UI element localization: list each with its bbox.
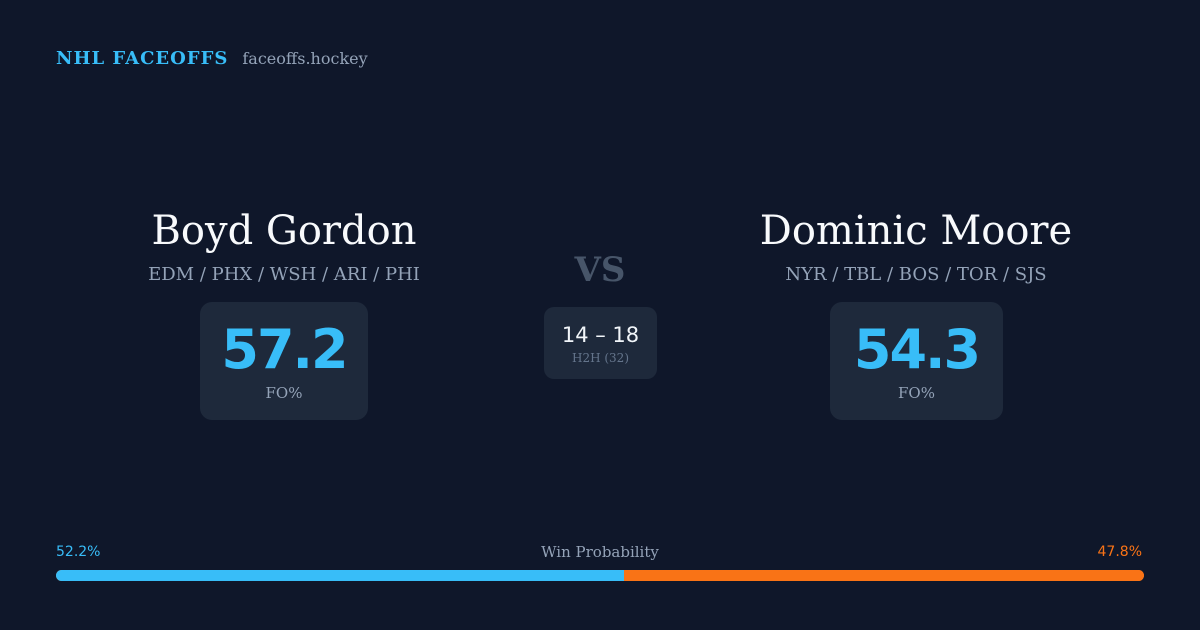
player-right-fo-value: 54.3 [853,318,981,381]
player-right-fo-label: FO% [898,384,935,402]
player-left-teams: EDM / PHX / WSH / ARI / PHI [148,264,420,285]
player-right-fo-card: 54.3 FO% [830,302,1003,420]
player-left: Boyd Gordon EDM / PHX / WSH / ARI / PHI [84,206,484,285]
player-right: Dominic Moore NYR / TBL / BOS / TOR / SJ… [716,206,1116,285]
brand-name: NHL FACEOFFS [56,48,229,69]
player-left-fo-label: FO% [265,384,303,402]
win-prob-bar-left-fill [56,570,624,581]
brand-domain: faceoffs.hockey [242,49,368,68]
vs-label: VS [574,250,626,290]
h2h-score: 14 – 18 [561,322,640,347]
win-prob-left-label: 52.2% [56,544,101,560]
win-prob-bar-right-fill [623,570,1144,581]
brand-header: NHL FACEOFFS faceoffs.hockey [56,48,368,69]
player-left-name: Boyd Gordon [151,208,417,254]
player-left-fo-card: 57.2 FO% [200,302,368,420]
win-prob-right-label: 47.8% [1097,544,1142,560]
win-prob-title: Win Probability [541,543,659,561]
player-right-name: Dominic Moore [759,208,1073,254]
win-prob-bar [56,570,1144,581]
player-left-fo-value: 57.2 [221,318,348,381]
h2h-card: 14 – 18 H2H (32) [544,307,657,379]
player-right-teams: NYR / TBL / BOS / TOR / SJS [785,264,1047,285]
h2h-label: H2H (32) [571,350,629,365]
